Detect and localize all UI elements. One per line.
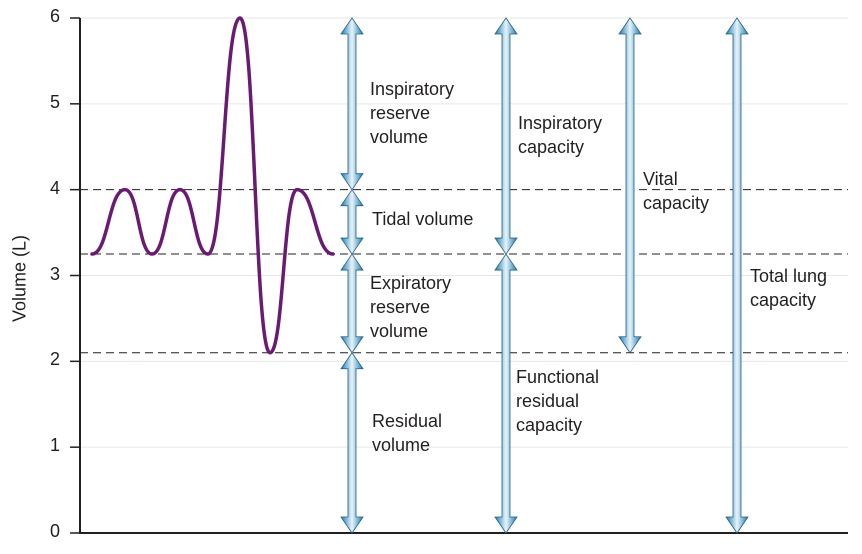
- y-tick-label: 4: [49, 177, 60, 198]
- arrow-expiratory-reserve-volume: [340, 253, 364, 354]
- y-tick-label: 0: [49, 521, 60, 541]
- label-inspiratory-reserve-volume: Inspiratory reserve volume: [370, 79, 455, 147]
- label-inspiratory-capacity: Inspiratory capacity: [518, 113, 603, 157]
- arrow-inspiratory-capacity: [494, 17, 518, 255]
- label-total-lung-capacity: Total lung capacity: [750, 266, 828, 310]
- y-tick-label: 5: [49, 91, 60, 112]
- label-expiratory-reserve-volume: Expiratory reserve volume: [370, 273, 452, 341]
- arrow-functional-residual-capacity: [494, 253, 518, 534]
- y-tick-label: 2: [49, 349, 60, 370]
- y-tick-label: 6: [49, 6, 60, 26]
- y-axis-label: Volume (L): [9, 234, 30, 323]
- spirometry-trace: [90, 16, 335, 355]
- label-residual-volume: Residual volume: [372, 411, 443, 455]
- label-tidal-volume: Tidal volume: [372, 209, 474, 229]
- arrow-vital-capacity: [618, 17, 642, 354]
- label-functional-residual-capacity: Functional residual capacity: [516, 367, 600, 435]
- y-tick-label: 3: [49, 263, 60, 284]
- y-tick-label: 1: [49, 435, 60, 456]
- arrow-total-lung-capacity: [725, 17, 749, 534]
- label-vital-capacity: Vital capacity: [643, 169, 710, 213]
- arrow-tidal-volume: [340, 188, 364, 255]
- arrow-residual-volume: [340, 352, 364, 534]
